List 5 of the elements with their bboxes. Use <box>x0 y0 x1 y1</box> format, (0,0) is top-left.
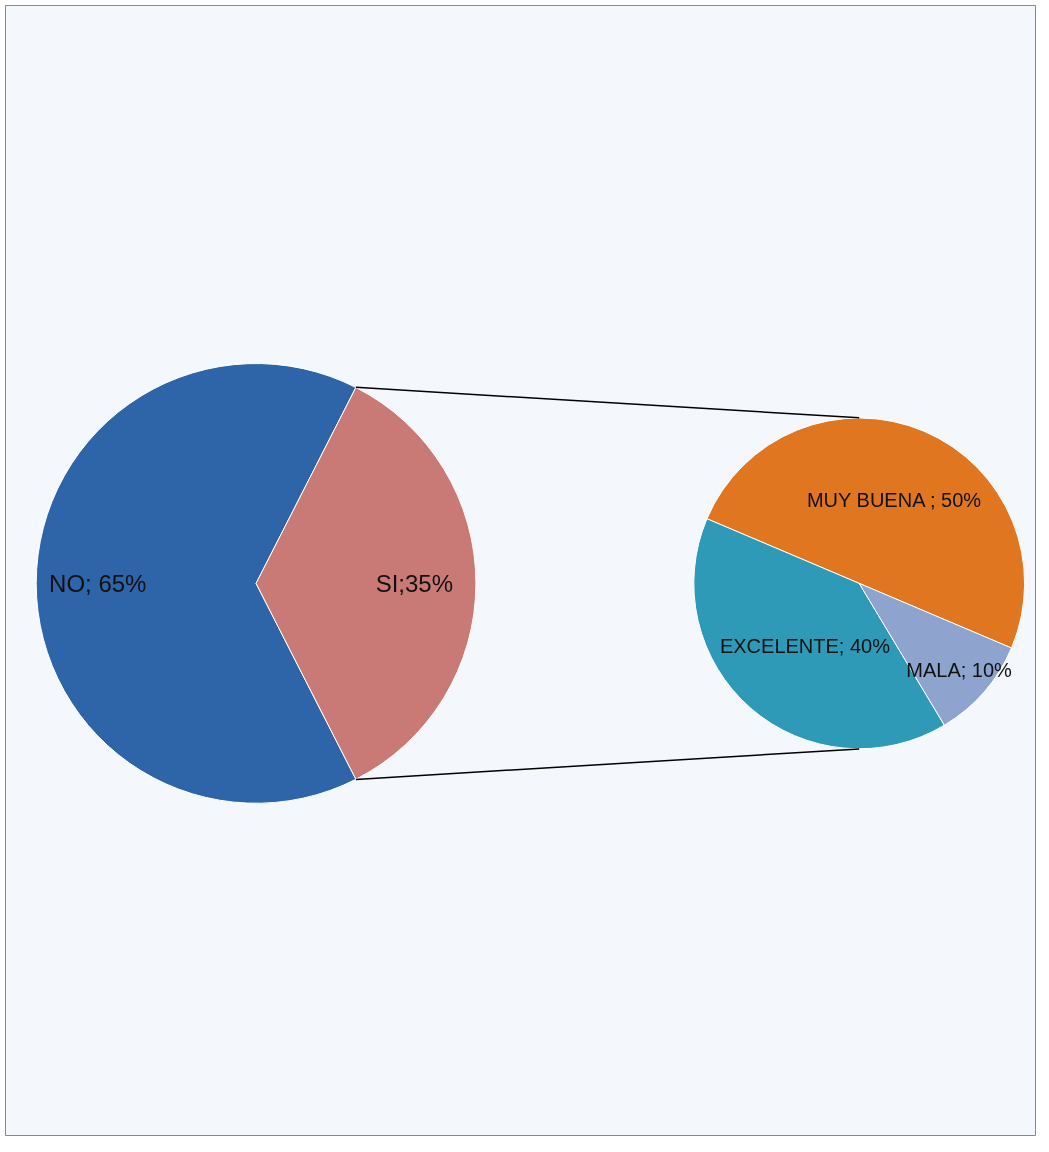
slice-label: SI;35% <box>375 569 454 597</box>
slice-label: MALA; 10% <box>906 659 1013 682</box>
slice-label: MUY BUENA ; 50% <box>806 488 982 511</box>
slice-label: EXCELENTE; 40% <box>719 634 891 657</box>
slice-label: NO; 65% <box>49 569 147 597</box>
